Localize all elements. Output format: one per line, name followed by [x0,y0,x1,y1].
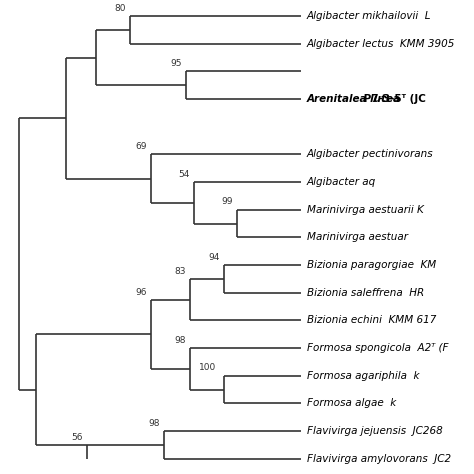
Text: 98: 98 [174,336,186,345]
Text: Marinivirga aestuarii K: Marinivirga aestuarii K [307,205,423,215]
Text: Marinivirga aestuar: Marinivirga aestuar [307,232,408,242]
Text: 83: 83 [174,266,186,275]
Text: 80: 80 [114,4,126,13]
Text: 99: 99 [221,198,233,207]
Text: 54: 54 [179,170,190,179]
Text: Flavivirga jejuensis  JC268: Flavivirga jejuensis JC268 [307,426,442,436]
Text: 95: 95 [170,59,182,68]
Text: 98: 98 [148,419,160,428]
Text: Formosa spongicola  A2ᵀ (F: Formosa spongicola A2ᵀ (F [307,343,448,353]
Text: Formosa agariphila  k: Formosa agariphila k [307,371,419,381]
Text: Bizionia saleffrena  HR: Bizionia saleffrena HR [307,288,424,298]
Text: Formosa algae  k: Formosa algae k [307,399,396,409]
Text: 96: 96 [136,289,147,298]
Text: 94: 94 [209,253,220,262]
Text: Algibacter pectinivorans: Algibacter pectinivorans [307,149,433,159]
Text: 100: 100 [199,364,216,373]
Text: Arenitalea lutea: Arenitalea lutea [307,94,401,104]
Text: Bizionia echini  KMM 617: Bizionia echini KMM 617 [307,315,436,326]
Text: 56: 56 [71,433,83,442]
Text: Algibacter aq: Algibacter aq [307,177,376,187]
Text: Algibacter mikhailovii  L: Algibacter mikhailovii L [307,11,431,21]
Text: Bizionia paragorgiae  KM: Bizionia paragorgiae KM [307,260,436,270]
Text: 69: 69 [136,142,147,151]
Text: Flavivirga amylovorans  JC2: Flavivirga amylovorans JC2 [307,454,451,464]
Text: P7-3-5ᵀ (JC: P7-3-5ᵀ (JC [360,94,426,104]
Text: Algibacter lectus  KMM 3905: Algibacter lectus KMM 3905 [307,39,455,49]
